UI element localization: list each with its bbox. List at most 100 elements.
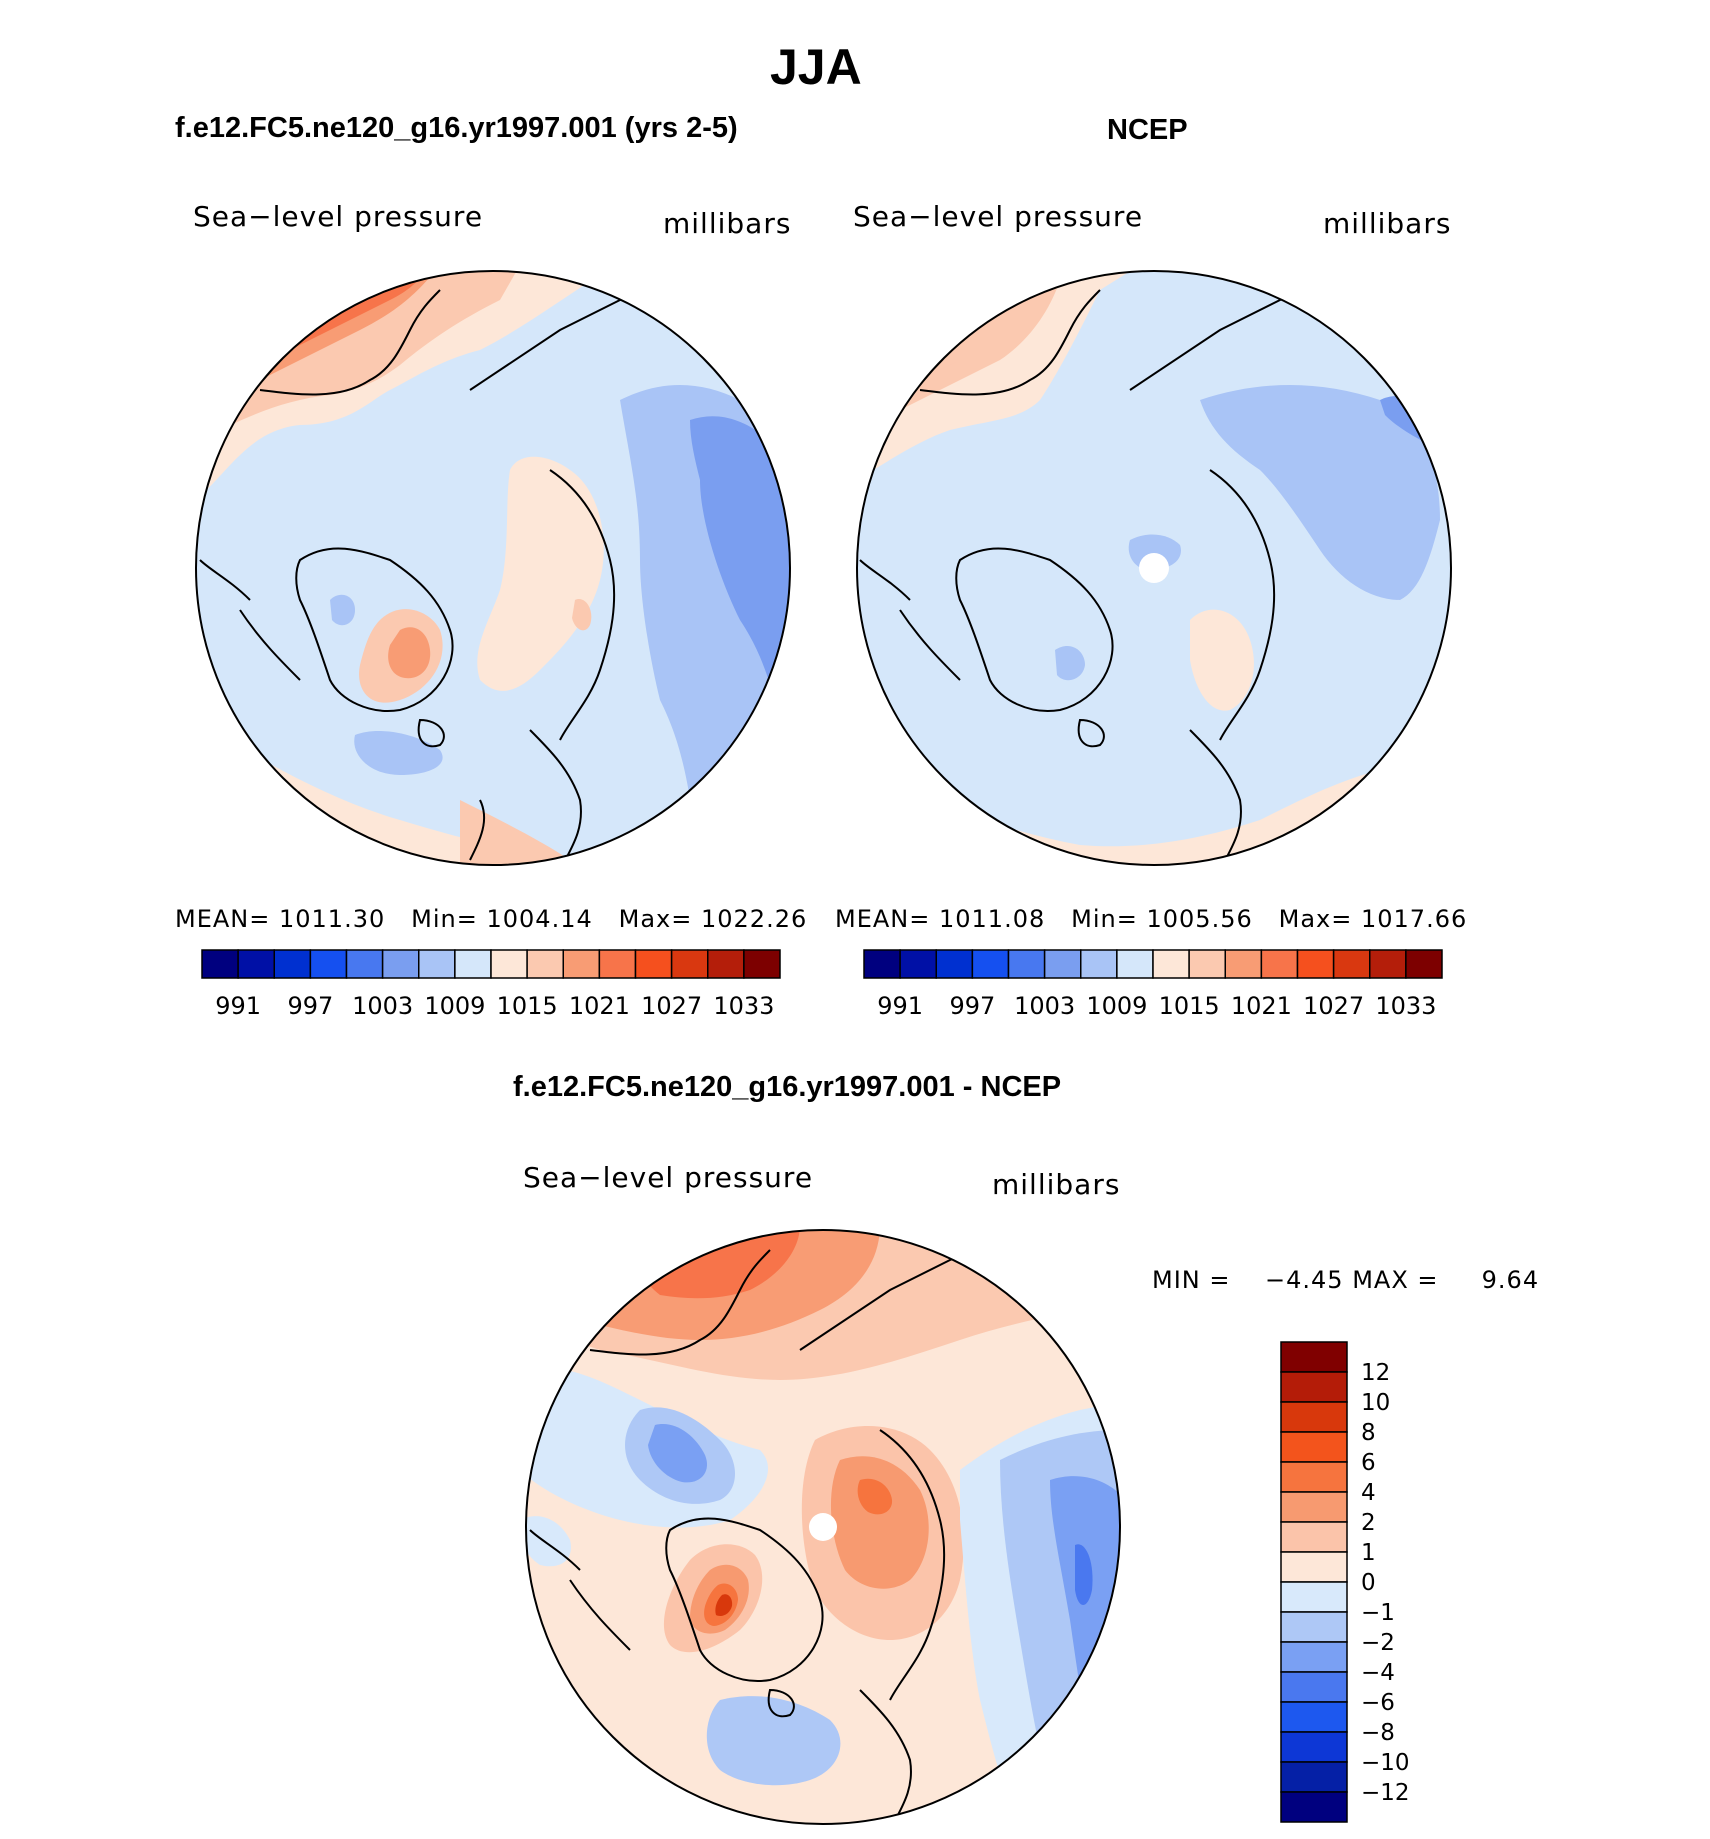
colorbar-tick-label: 1027 bbox=[1303, 992, 1364, 1020]
panel-obs-colorbar: 991 997 1003 1009 1015 1021 1027 1033 bbox=[863, 949, 1443, 1020]
colorbar-tick-label: 997 bbox=[287, 992, 333, 1020]
colorbar-swatch bbox=[345, 949, 384, 979]
colorbar-swatch bbox=[1280, 1341, 1348, 1373]
panel-model-variable-label: Sea−level pressure bbox=[193, 200, 484, 233]
panel-model-min-label: Min= bbox=[411, 905, 478, 933]
panel-model-min-value: 1004.14 bbox=[486, 905, 593, 933]
panel-obs-max-label: Max= bbox=[1278, 905, 1353, 933]
colorbar-swatch bbox=[1116, 949, 1154, 979]
panel-diff-max-label: MAX = bbox=[1352, 1266, 1439, 1294]
field-positive-7 bbox=[388, 627, 431, 679]
colorbar-swatch bbox=[1280, 1581, 1348, 1613]
panel-diff-border bbox=[525, 1229, 1121, 1825]
colorbar-swatch bbox=[670, 949, 709, 979]
figure-title: JJA bbox=[770, 39, 862, 95]
colorbar-swatch bbox=[562, 949, 601, 979]
panel-model-max-label: Max= bbox=[618, 905, 693, 933]
colorbar-tick-label: 1015 bbox=[497, 992, 558, 1020]
panel-obs-mean-label: MEAN= bbox=[835, 905, 931, 933]
colorbar-swatch bbox=[1280, 1401, 1348, 1433]
colorbar-tick-label: 12 bbox=[1361, 1360, 1390, 1386]
field-negative-1 bbox=[1200, 385, 1440, 600]
panel-diff-units-label: millibars bbox=[992, 1168, 1121, 1201]
colorbar-tick-label: −8 bbox=[1361, 1720, 1395, 1746]
colorbar-swatch bbox=[1280, 1611, 1348, 1643]
colorbar-tick-label: 1009 bbox=[1086, 992, 1147, 1020]
colorbar-tick-label: 8 bbox=[1361, 1420, 1376, 1446]
field-negative-3 bbox=[354, 730, 443, 775]
colorbar-swatch bbox=[1280, 1761, 1348, 1793]
panel-obs-stats: MEAN= 1011.08 Min= 1005.56 Max= 1017.66 bbox=[835, 905, 1467, 933]
colorbar-swatch bbox=[1332, 949, 1371, 979]
colorbar-swatch bbox=[1280, 1641, 1348, 1673]
colorbar-tick-label: 1033 bbox=[713, 992, 774, 1020]
colorbar-swatch bbox=[273, 949, 312, 979]
colorbar-tick-label: 991 bbox=[877, 992, 923, 1020]
colorbar-swatch bbox=[201, 949, 239, 979]
colorbar-tick-label: 991 bbox=[215, 992, 261, 1020]
colorbar-swatch bbox=[1280, 1461, 1348, 1493]
colorbar-swatch bbox=[1043, 949, 1082, 979]
panel-obs-variable-label: Sea−level pressure bbox=[853, 200, 1144, 233]
colorbar-swatch bbox=[1296, 949, 1335, 979]
colorbar-swatch bbox=[237, 949, 275, 979]
field-positive-4 bbox=[1190, 609, 1254, 711]
field-negative-4 bbox=[330, 594, 355, 626]
panel-model-colorbar: 991 997 1003 1009 1015 1021 1027 1033 bbox=[201, 949, 781, 1020]
colorbar-swatch bbox=[381, 949, 420, 979]
colorbar-swatch bbox=[863, 949, 901, 979]
field-positive-10 bbox=[715, 1594, 733, 1616]
colorbar-tick-label: 1021 bbox=[1231, 992, 1292, 1020]
panel-model-mean-value: 1011.30 bbox=[279, 905, 386, 933]
colorbar-swatch bbox=[1369, 949, 1407, 979]
colorbar-swatch bbox=[1188, 949, 1226, 979]
colorbar-swatch bbox=[1260, 949, 1299, 979]
panel-diff-map bbox=[526, 1230, 1120, 1824]
coastlines bbox=[199, 289, 681, 865]
colorbar-swatch bbox=[490, 949, 528, 979]
field-positive-6 bbox=[857, 1478, 893, 1515]
colorbar-swatch bbox=[1280, 1521, 1348, 1553]
field-negative-4 bbox=[1055, 645, 1085, 681]
colorbar-swatch bbox=[1280, 1791, 1348, 1823]
field-negative-3 bbox=[648, 1424, 708, 1483]
panel-obs-min-value: 1005.56 bbox=[1146, 905, 1253, 933]
colorbar-swatch bbox=[526, 949, 564, 979]
panel-obs-mean-value: 1011.08 bbox=[939, 905, 1046, 933]
colorbar-swatch bbox=[598, 949, 637, 979]
field-positive-5 bbox=[830, 1456, 929, 1589]
panel-model-title: f.e12.FC5.ne120_g16.yr1997.001 (yrs 2-5) bbox=[175, 112, 738, 144]
colorbar-tick-label: 4 bbox=[1361, 1480, 1376, 1506]
colorbar-tick-label: −1 bbox=[1361, 1600, 1395, 1626]
colorbar-swatch bbox=[1007, 949, 1046, 979]
colorbar-tick-label: 6 bbox=[1361, 1450, 1376, 1476]
colorbar-swatch bbox=[1152, 949, 1190, 979]
colorbar-tick-label: −6 bbox=[1361, 1690, 1395, 1716]
colorbar-swatch bbox=[454, 949, 492, 979]
colorbar-tick-label: 1 bbox=[1361, 1540, 1376, 1566]
colorbar-tick-label: 10 bbox=[1361, 1390, 1390, 1416]
field-positive-8 bbox=[572, 599, 592, 631]
colorbar-tick-label: 1003 bbox=[1014, 992, 1075, 1020]
colorbar-swatch bbox=[1280, 1491, 1348, 1523]
colorbar-tick-label: −2 bbox=[1361, 1630, 1395, 1656]
panel-model-stats: MEAN= 1011.30 Min= 1004.14 Max= 1022.26 bbox=[175, 905, 807, 933]
colorbar-tick-label: 1015 bbox=[1159, 992, 1220, 1020]
colorbar-tick-label: 2 bbox=[1361, 1510, 1376, 1536]
panel-obs-pole-hole bbox=[1139, 553, 1169, 583]
colorbar-swatch bbox=[1280, 1371, 1348, 1403]
panel-obs-border bbox=[856, 270, 1452, 866]
panel-diff-stats: MIN = −4.45 MAX = 9.64 bbox=[1152, 1266, 1539, 1294]
field-negative-7 bbox=[1075, 1544, 1093, 1605]
colorbar-tick-label: −4 bbox=[1361, 1660, 1395, 1686]
colorbar-swatch bbox=[743, 949, 781, 979]
colorbar-tick-label: 1021 bbox=[569, 992, 630, 1020]
colorbar-tick-label: 1009 bbox=[424, 992, 485, 1020]
panel-model-mean-label: MEAN= bbox=[175, 905, 271, 933]
colorbar-tick-label: −12 bbox=[1361, 1780, 1410, 1806]
colorbar-swatch bbox=[1080, 949, 1118, 979]
colorbar-tick-label: −10 bbox=[1361, 1750, 1410, 1776]
panel-model-units-label: millibars bbox=[663, 207, 792, 240]
colorbar-swatch bbox=[1280, 1701, 1348, 1733]
